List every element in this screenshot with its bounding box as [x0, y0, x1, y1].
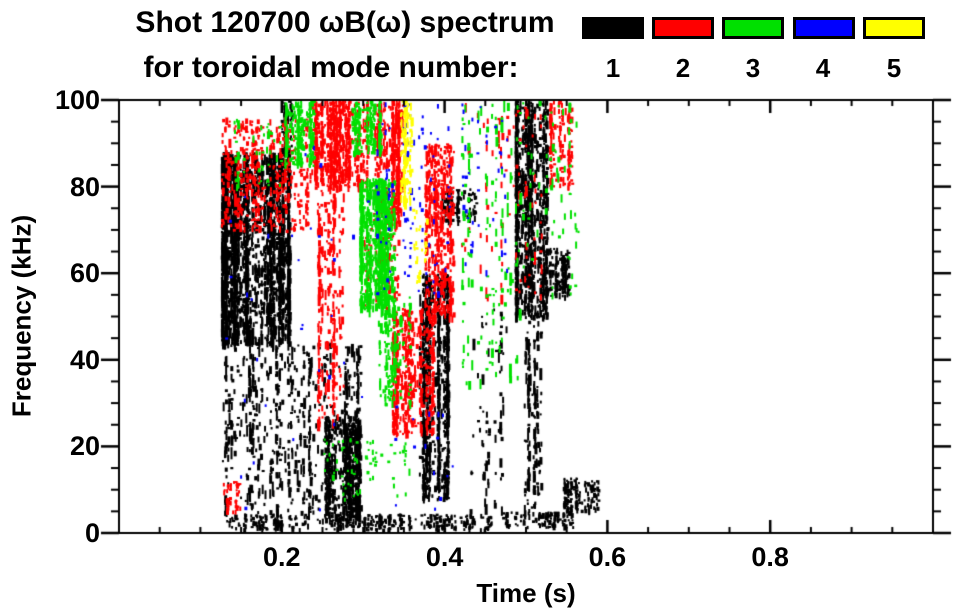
y-tick-label-100: 100 — [54, 85, 100, 115]
x-tick-label-0.8: 0.8 — [751, 542, 789, 572]
y-tick-label-80: 80 — [69, 171, 100, 202]
x-tick-label-0.4: 0.4 — [425, 542, 464, 572]
x-tick-label-0.6: 0.6 — [588, 542, 627, 572]
y-tick-label-20: 20 — [69, 431, 100, 462]
x-axis-title: Time (s) — [476, 578, 576, 608]
y-tick-label-40: 40 — [69, 344, 100, 375]
x-tick-label-0.2: 0.2 — [263, 542, 301, 572]
y-tick-label-60: 60 — [69, 258, 100, 289]
y-axis-title: Frequency (kHz) — [6, 214, 37, 418]
y-tick-label-0: 0 — [84, 518, 100, 548]
